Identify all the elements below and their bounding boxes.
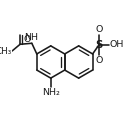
- Text: OH: OH: [110, 40, 124, 49]
- Text: O: O: [95, 56, 103, 65]
- Text: S: S: [95, 40, 103, 50]
- Text: CH₃: CH₃: [0, 47, 11, 56]
- Text: NH: NH: [24, 33, 38, 42]
- Text: NH₂: NH₂: [42, 88, 60, 97]
- Text: O: O: [24, 35, 31, 44]
- Text: O: O: [95, 25, 103, 34]
